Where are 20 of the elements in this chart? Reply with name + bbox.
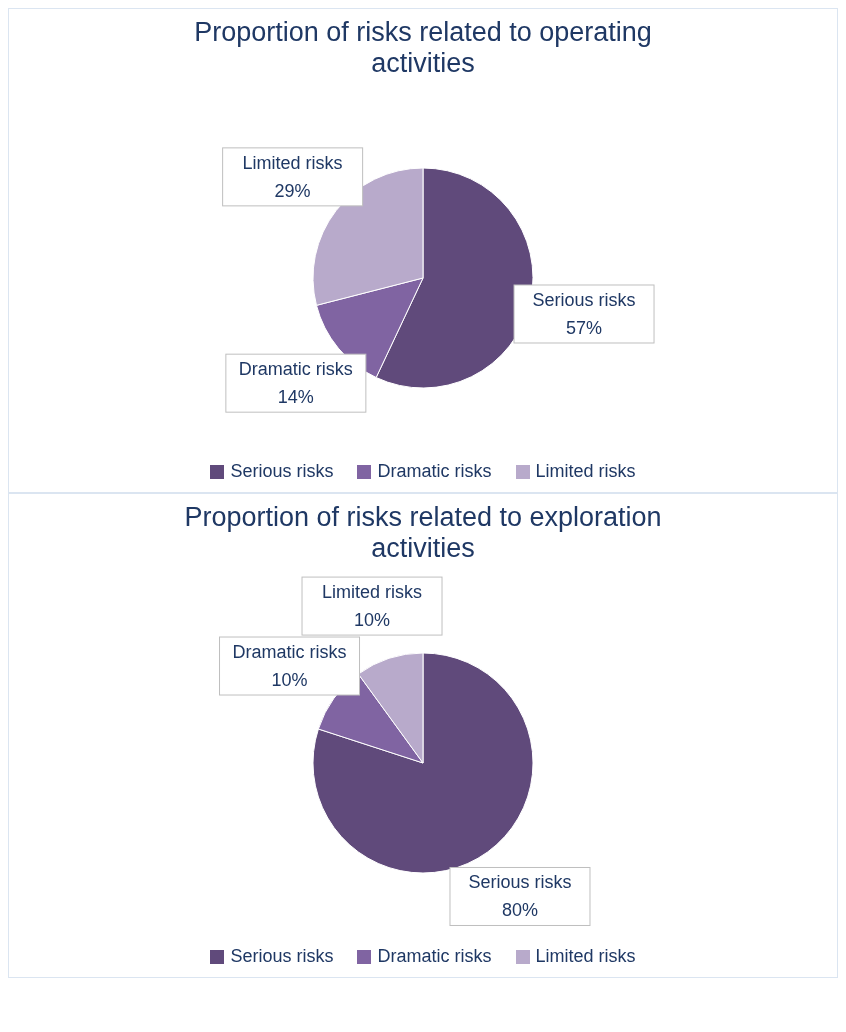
data-label: 10% xyxy=(354,610,391,631)
legend-label: Limited risks xyxy=(535,946,636,967)
data-label: 29% xyxy=(274,180,311,201)
slice-label: Dramatic risks xyxy=(232,642,347,663)
data-label: 10% xyxy=(271,670,308,691)
legend-label: Serious risks xyxy=(230,946,334,967)
chart-title: Proportion of risks related to operating activities xyxy=(193,17,653,79)
slice-label: Serious risks xyxy=(532,289,636,310)
slice-label: Dramatic risks xyxy=(238,359,353,380)
data-label: 57% xyxy=(566,317,603,338)
slice-label: Serious risks xyxy=(468,872,572,893)
slice-label: Limited risks xyxy=(242,152,343,173)
legend-label: Serious risks xyxy=(230,461,334,482)
legend-label: Limited risks xyxy=(535,461,636,482)
data-label: 80% xyxy=(501,900,538,921)
slice-label: Limited risks xyxy=(322,582,423,603)
data-label: 14% xyxy=(277,387,314,408)
legend-label: Dramatic risks xyxy=(377,946,492,967)
chart-title: Proportion of risks related to exploration activities xyxy=(183,502,663,564)
legend-label: Dramatic risks xyxy=(377,461,492,482)
